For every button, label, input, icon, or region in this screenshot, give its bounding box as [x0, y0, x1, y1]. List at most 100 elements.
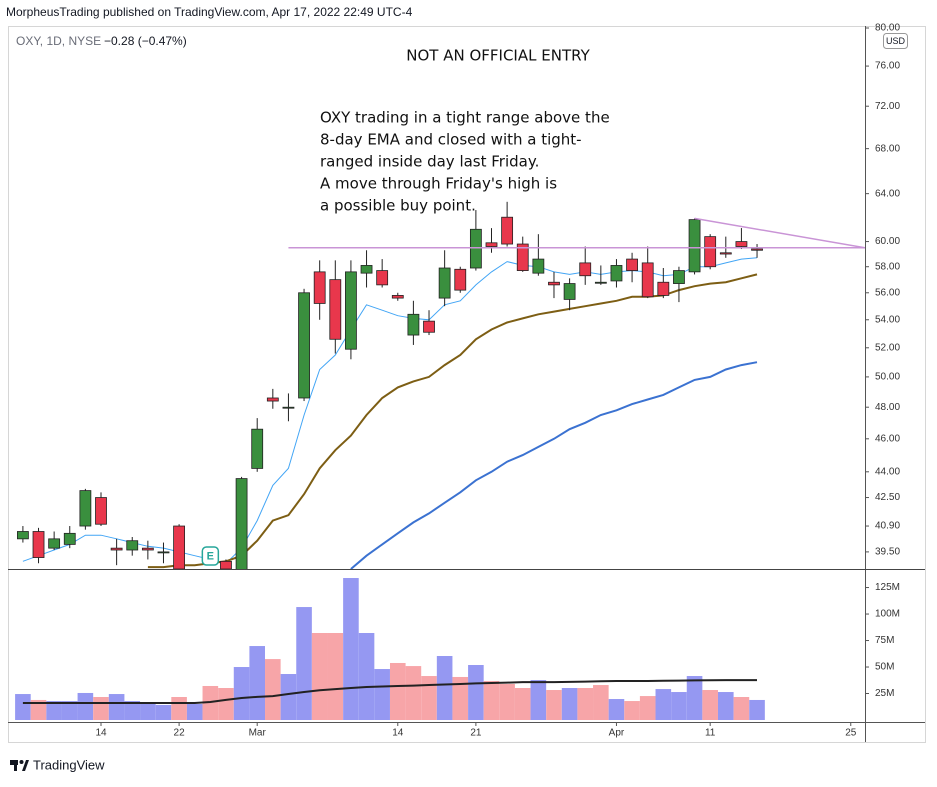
y-tick-label: 54.00: [875, 314, 900, 325]
volume-bar: [155, 704, 172, 720]
x-tick-label: 14: [95, 728, 107, 739]
candle-body: [63, 532, 76, 545]
price-pane: [16, 201, 865, 569]
candle-body: [673, 270, 685, 284]
y-tick-label: 25M: [875, 688, 894, 699]
candle-body: [594, 281, 607, 284]
candle-body: [485, 242, 498, 247]
volume-bar: [108, 694, 125, 720]
y-tick-label: 39.50: [875, 547, 900, 558]
candle-body: [438, 267, 451, 299]
logo-part: [19, 760, 24, 764]
frame: [8, 26, 926, 743]
candle-body: [173, 525, 186, 569]
y-tick-label: 60.00: [875, 236, 900, 247]
y-tick-label: 46.00: [875, 433, 900, 444]
volume-bar: [436, 655, 453, 720]
volume-bar: [311, 633, 328, 720]
earnings-marker: E: [207, 550, 214, 562]
annotation: ranged inside day last Friday.: [320, 153, 539, 171]
volume-bar: [93, 697, 109, 720]
y-tick-label: 68.00: [875, 143, 900, 154]
volume-bar: [296, 607, 312, 720]
y-tick-label: 50M: [875, 662, 894, 673]
y-tick-label: 125M: [875, 582, 900, 593]
candle-body: [329, 279, 342, 340]
candle-body: [266, 397, 279, 402]
candle-body: [48, 538, 61, 549]
axes: 80.00 76.00 72.00 68.00 64.00 60.00 58.00 56.00…: [95, 23, 900, 739]
volume-bar: [499, 683, 515, 720]
volume-bar: [608, 699, 625, 720]
candle-body: [563, 283, 576, 300]
x-tick-label: Mar: [249, 728, 267, 739]
x-tick-label: 21: [470, 728, 482, 739]
candle-body: [626, 258, 638, 271]
volume-bar: [15, 694, 31, 720]
candle-body: [16, 531, 29, 540]
volume-bar: [733, 697, 750, 720]
footer: TradingView: [10, 757, 105, 772]
candle-body: [735, 241, 748, 247]
volume-pane: [15, 578, 765, 720]
volume-bar: [140, 703, 156, 720]
logo-part: [14, 760, 17, 771]
candle-body: [423, 320, 435, 333]
candle-body: [220, 560, 232, 569]
volume-bar: [280, 674, 297, 720]
candle-body: [79, 490, 92, 527]
candle-body: [579, 262, 592, 277]
volume-bar: [171, 697, 187, 720]
candle-body: [95, 497, 107, 525]
volume-bar: [577, 687, 594, 720]
footer-brand: TradingView: [33, 757, 105, 772]
volume-bar: [671, 692, 687, 720]
volume-bar: [405, 666, 422, 720]
volume-bar: [639, 696, 656, 720]
symbol: OXY, 1D, NYSE: [16, 34, 101, 48]
candle-body: [345, 271, 357, 350]
earnings-badge: [201, 546, 220, 566]
volume-bar: [30, 699, 47, 720]
candle-body: [298, 292, 310, 399]
y-tick-label: 48.00: [875, 402, 900, 413]
y-tick-label: 80.00: [875, 23, 900, 34]
annotation: OXY trading in a tight range above the: [320, 109, 610, 127]
chart-title: NOT AN OFFICIAL ENTRY: [406, 47, 590, 65]
y-tick-label: 76.00: [875, 61, 900, 72]
candle-body: [407, 313, 420, 336]
candle-body: [391, 295, 404, 299]
y-tick-label: 50.00: [875, 372, 900, 383]
candle-body: [110, 547, 123, 551]
volume-bar: [718, 692, 734, 720]
moving-average: [22, 679, 757, 704]
trendline: [694, 217, 865, 249]
currency-badge: [883, 33, 908, 49]
volume-bar: [624, 701, 640, 720]
candle-body: [157, 551, 170, 554]
y-tick-label: 42.50: [875, 492, 900, 503]
volume-bar: [218, 687, 234, 720]
y-tick-label: 40.90: [875, 521, 900, 532]
candle-body: [376, 270, 389, 286]
candle-body: [501, 216, 514, 245]
y-tick-label: 44.00: [875, 466, 900, 477]
annotation: 8-day EMA and closed with a tight-: [320, 131, 582, 149]
candle-body: [454, 268, 467, 291]
volume-bar: [561, 687, 578, 720]
volume-bar: [358, 633, 375, 720]
y-tick-label: 52.00: [875, 342, 900, 353]
volume-bar: [77, 692, 94, 720]
volume-bar: [124, 701, 141, 720]
volume-bar: [655, 689, 672, 720]
volume-bar: [749, 699, 765, 720]
candle-body: [610, 265, 623, 282]
volume-bar: [702, 690, 718, 720]
candle-body: [360, 265, 373, 274]
volume-bar: [374, 669, 390, 720]
volume-bar: [452, 676, 469, 720]
publisher: MorpheusTrading published on TradingView…: [6, 5, 413, 19]
volume-bar: [530, 680, 547, 720]
candle-body: [688, 219, 701, 273]
